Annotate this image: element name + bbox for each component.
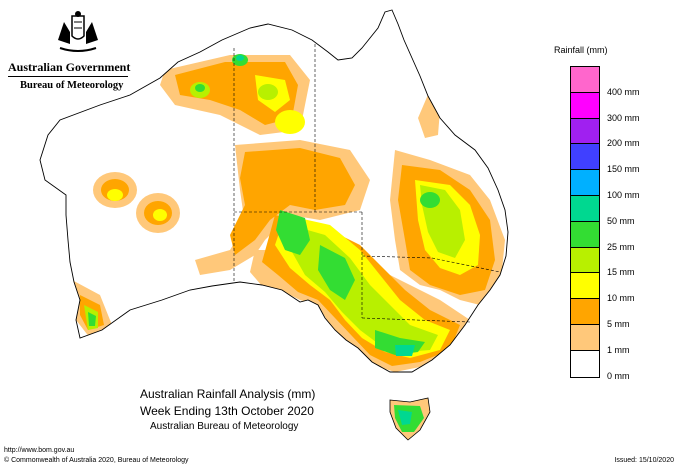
bureau-name: Bureau of Meteorology bbox=[20, 80, 124, 91]
legend-label: 400 mm bbox=[607, 86, 640, 97]
tasmania bbox=[389, 397, 431, 441]
map-credit: Australian Bureau of Meteorology bbox=[150, 421, 299, 432]
legend-swatch bbox=[571, 118, 599, 145]
divider bbox=[8, 76, 128, 77]
legend-label: 300 mm bbox=[607, 112, 640, 123]
issued-date: Issued: 15/10/2020 bbox=[614, 457, 674, 464]
legend-label: 200 mm bbox=[607, 138, 640, 149]
legend-swatch bbox=[571, 247, 599, 274]
map-subtitle: Week Ending 13th October 2020 bbox=[140, 404, 314, 418]
legend-label: 25 mm bbox=[607, 241, 635, 252]
legend-swatch bbox=[571, 221, 599, 248]
legend-label: 0 mm bbox=[607, 370, 630, 381]
legend-label: 5 mm bbox=[607, 319, 630, 329]
legend-label: 15 mm bbox=[607, 267, 635, 278]
map-title: Australian Rainfall Analysis (mm) bbox=[140, 387, 316, 401]
legend-label: 150 mm bbox=[607, 164, 640, 175]
legend-swatch bbox=[571, 195, 599, 222]
legend-label: 50 mm bbox=[607, 215, 635, 226]
copyright-notice: © Commonwealth of Australia 2020, Bureau… bbox=[4, 457, 189, 464]
legend-swatch bbox=[571, 324, 599, 351]
government-name: Australian Government bbox=[8, 60, 131, 74]
legend-swatch bbox=[571, 144, 599, 171]
government-crest bbox=[10, 10, 140, 60]
rainfall-shading bbox=[72, 54, 505, 372]
legend-swatch bbox=[571, 170, 599, 196]
website-url: http://www.bom.gov.au bbox=[4, 447, 75, 454]
legend-label: 10 mm bbox=[607, 293, 635, 304]
legend-label: 1 mm bbox=[607, 344, 630, 355]
legend-colorbar bbox=[570, 66, 600, 378]
legend-swatch bbox=[571, 92, 599, 119]
coat-of-arms-icon bbox=[57, 11, 98, 52]
legend-title: Rainfall (mm) bbox=[554, 45, 608, 55]
legend-label: 100 mm bbox=[607, 190, 640, 200]
legend-swatch bbox=[571, 67, 599, 93]
state-borders bbox=[233, 44, 501, 323]
legend-swatch bbox=[571, 299, 599, 325]
legend-swatch bbox=[571, 350, 599, 377]
legend-swatch bbox=[571, 273, 599, 300]
